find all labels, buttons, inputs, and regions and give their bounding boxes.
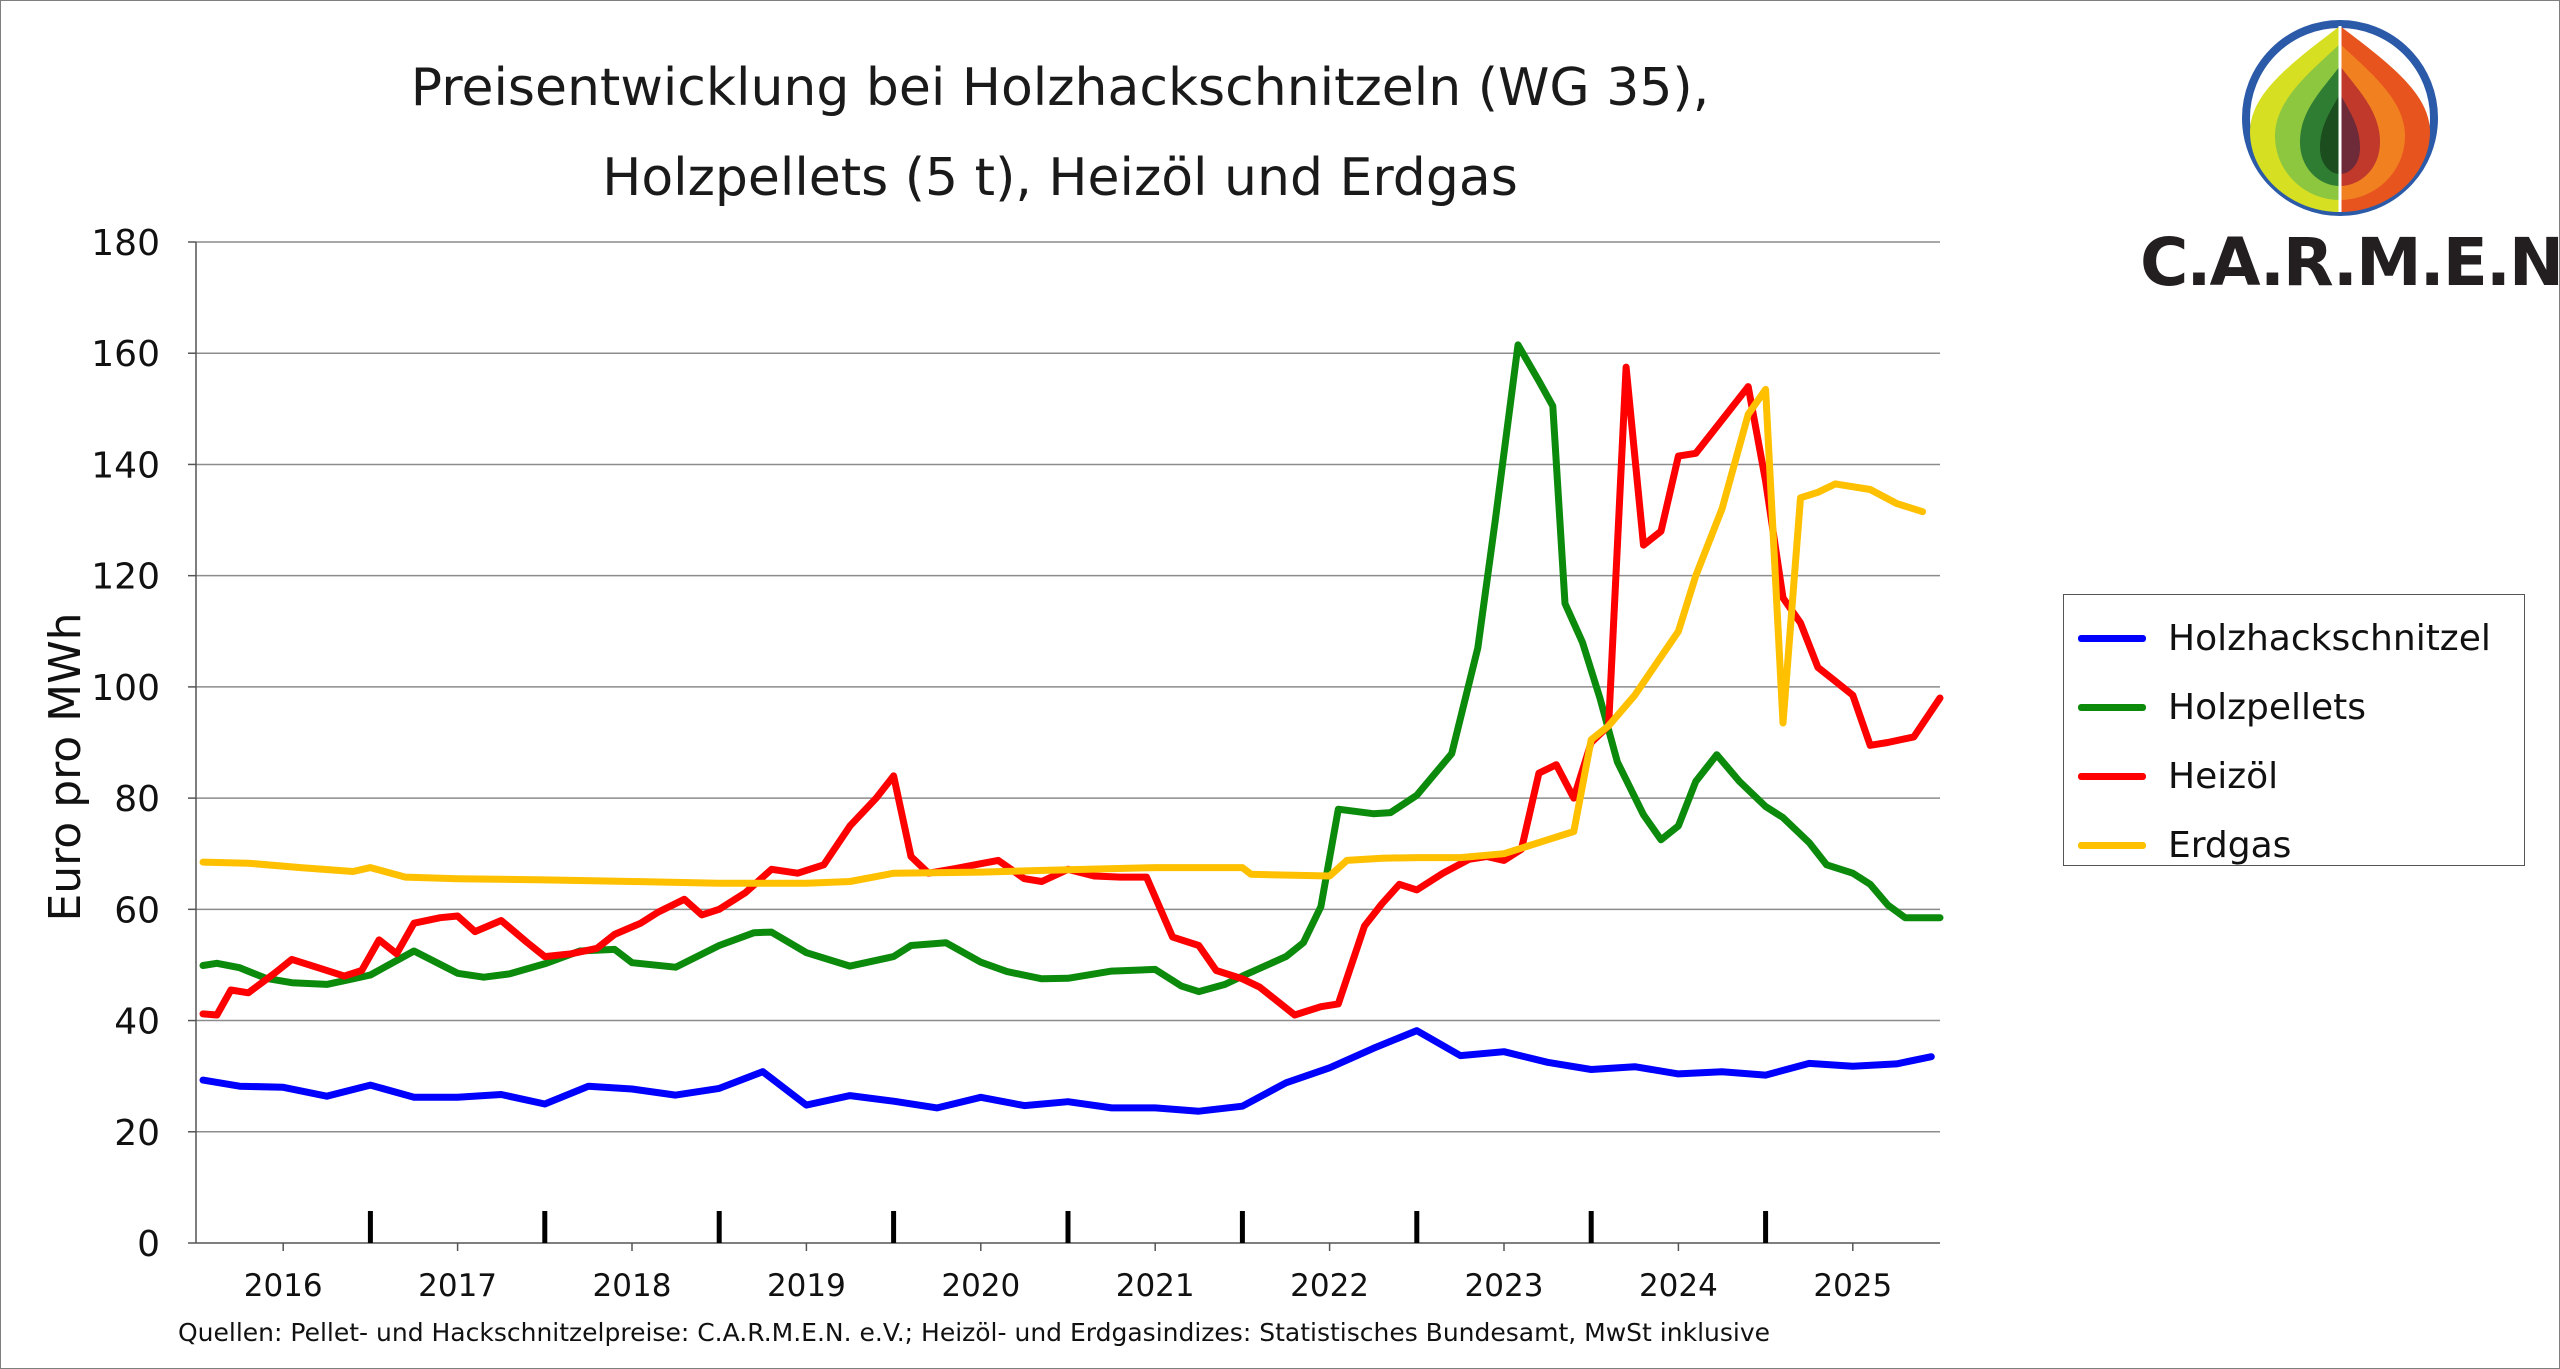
legend-item-erdgas: Erdgas bbox=[2078, 815, 2291, 875]
y-tick-label: 40 bbox=[114, 1002, 160, 1043]
y-tick-label: 180 bbox=[91, 223, 160, 264]
series-line-erdgas bbox=[199, 385, 1927, 887]
series-line-holzpellets bbox=[199, 341, 1944, 996]
legend-item-heizoel: Heizöl bbox=[2078, 746, 2278, 806]
legend-label: Holzpellets bbox=[2168, 686, 2367, 728]
y-tick-label: 160 bbox=[91, 334, 160, 375]
x-tick-label: 2022 bbox=[1290, 1268, 1369, 1304]
legend-label: Holzhackschnitzel bbox=[2168, 617, 2491, 659]
chart-title-line1: Preisentwicklung bei Holzhackschnitzeln … bbox=[410, 58, 1710, 118]
carmen-logo: C.A.R.M.E.N. bbox=[2140, 14, 2560, 304]
y-tick-label: 0 bbox=[137, 1224, 160, 1265]
y-tick-label: 120 bbox=[91, 557, 160, 598]
gridlines bbox=[196, 241, 1940, 1133]
y-tick-label: 80 bbox=[114, 779, 160, 820]
x-tick-label: 2024 bbox=[1639, 1268, 1718, 1304]
x-tick-label: 2019 bbox=[767, 1268, 846, 1304]
x-tick-label: 2025 bbox=[1813, 1268, 1892, 1304]
y-tick-label: 20 bbox=[114, 1113, 160, 1154]
source-note: Quellen: Pellet- und Hackschnitzelpreise… bbox=[178, 1318, 1771, 1347]
legend-swatch-yellow bbox=[2078, 841, 2146, 849]
y-axis-ticks: 0 20 40 60 80 100 120 140 160 180 bbox=[91, 223, 196, 1265]
x-tick-label: 2021 bbox=[1116, 1268, 1195, 1304]
legend-label: Heizöl bbox=[2168, 755, 2279, 797]
y-tick-label: 60 bbox=[114, 890, 160, 931]
x-tick-label: 2017 bbox=[418, 1268, 497, 1304]
logo-text: C.A.R.M.E.N. bbox=[2140, 224, 2560, 301]
y-axis-title: Euro pro MWh bbox=[40, 612, 91, 921]
y-tick-label: 140 bbox=[91, 445, 160, 486]
series-line-heizl bbox=[199, 363, 1944, 1019]
carmen-flame-icon bbox=[2242, 20, 2438, 216]
y-tick-label: 100 bbox=[91, 668, 160, 709]
legend-label: Erdgas bbox=[2168, 824, 2292, 866]
legend: Holzhackschnitzel Holzpellets Heizöl Erd… bbox=[2063, 594, 2525, 866]
legend-item-holzpellets: Holzpellets bbox=[2078, 677, 2366, 737]
x-tick-label: 2016 bbox=[244, 1268, 323, 1304]
x-tick-label: 2020 bbox=[941, 1268, 1020, 1304]
chart-title-line2: Holzpellets (5 t), Heizöl und Erdgas bbox=[602, 148, 1518, 208]
x-tick-label: 2018 bbox=[593, 1268, 672, 1304]
legend-swatch-green bbox=[2078, 703, 2146, 711]
series-line-holzhackschnitzel bbox=[199, 1027, 1935, 1115]
legend-item-holzhackschnitzel: Holzhackschnitzel bbox=[2078, 608, 2491, 668]
legend-swatch-red bbox=[2078, 772, 2146, 780]
axes bbox=[195, 242, 1940, 1244]
series-lines bbox=[199, 341, 1944, 1115]
x-tick-label: 2023 bbox=[1465, 1268, 1544, 1304]
legend-swatch-blue bbox=[2078, 634, 2146, 642]
x-axis-ticks: 2016 2017 2018 2019 2020 2021 2022 2023 2024 2025 bbox=[244, 1211, 1892, 1304]
